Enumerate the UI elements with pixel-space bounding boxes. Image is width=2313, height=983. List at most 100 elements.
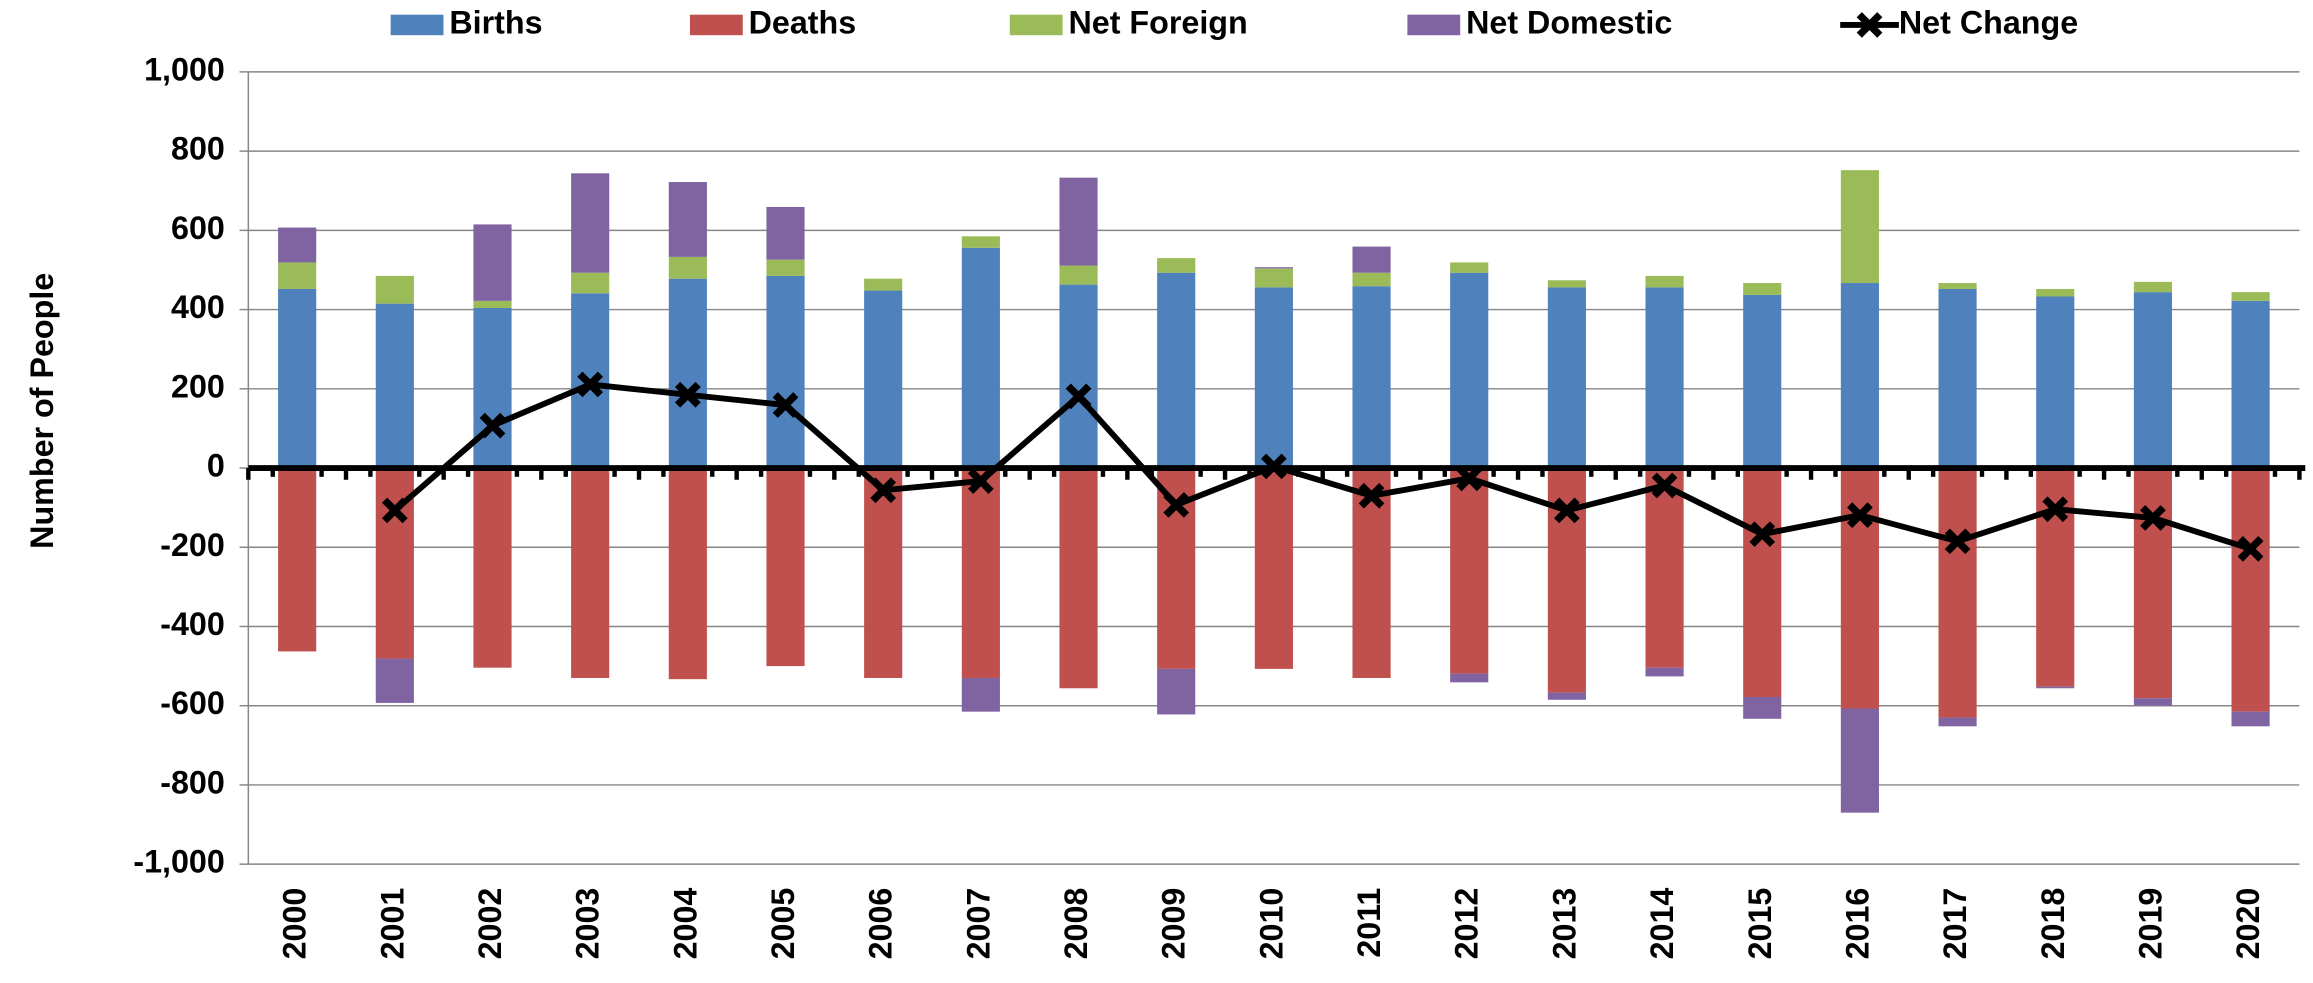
legend-swatch (390, 14, 444, 36)
bar (1157, 668, 1196, 715)
bar (1450, 673, 1489, 683)
bar (2231, 468, 2270, 712)
x-tick-label: 2014 (1644, 888, 1680, 960)
bar (571, 173, 610, 273)
bar (1938, 717, 1977, 727)
bar (1254, 287, 1293, 469)
bar (1645, 275, 1684, 288)
bar (375, 275, 414, 304)
x-tick-label: 2006 (863, 888, 899, 960)
bar (1059, 265, 1098, 285)
bar (1743, 696, 1782, 719)
x-tick-label: 2020 (2230, 888, 2266, 960)
marker (1944, 528, 1971, 555)
x-tick-label: 2010 (1253, 888, 1289, 960)
bar (1254, 267, 1293, 269)
marker (2237, 535, 2264, 562)
bar (1547, 468, 1586, 693)
bar (473, 307, 512, 469)
bar (1450, 468, 1489, 674)
bar (278, 288, 317, 469)
bar (1938, 288, 1977, 469)
bar (766, 468, 805, 667)
marker (1456, 465, 1483, 492)
bar (1059, 284, 1098, 469)
bar (961, 677, 1000, 712)
bar (668, 256, 707, 279)
bar (1645, 287, 1684, 469)
line (392, 381, 2252, 552)
legend-swatch (1407, 14, 1461, 36)
bar (2036, 468, 2075, 687)
marker (1651, 472, 1678, 499)
bar (2231, 300, 2270, 469)
bar (278, 262, 317, 289)
bar (473, 224, 512, 301)
x-tick-label: 2015 (1742, 888, 1778, 960)
x-tick-label: 2019 (2132, 888, 2168, 960)
y-tick-label: 800 (171, 131, 225, 167)
x-tick-label: 2009 (1156, 888, 1192, 960)
bar (961, 468, 1000, 678)
bar (473, 468, 512, 668)
y-axis-label: Number of People (24, 273, 60, 549)
x-tick-label: 2013 (1546, 888, 1582, 960)
marker (1261, 453, 1287, 480)
y-tick-label: 600 (171, 210, 225, 246)
bar (2231, 292, 2270, 301)
marker (1554, 497, 1580, 524)
marker (772, 392, 799, 418)
marker (1847, 502, 1873, 529)
bar (1352, 468, 1391, 678)
bar (375, 303, 414, 469)
y-tick-label: 1,000 (144, 51, 225, 87)
bar (668, 468, 707, 680)
bar (1547, 280, 1586, 288)
marker (381, 497, 408, 524)
bar (1059, 468, 1098, 689)
x-tick-label: 2018 (2035, 888, 2071, 960)
x-tick-label: 2011 (1351, 888, 1387, 958)
bar (375, 658, 414, 703)
marker (1749, 521, 1776, 548)
bar (2133, 292, 2172, 469)
bar (1352, 246, 1391, 273)
bar (1840, 708, 1879, 813)
bar (668, 278, 707, 469)
bar (2036, 288, 2075, 297)
bar (278, 227, 317, 263)
bar (864, 468, 903, 678)
marker (2140, 505, 2166, 531)
marker (2042, 496, 2069, 523)
x-tick-label: 2000 (277, 888, 313, 960)
bar (1059, 177, 1098, 266)
bar (278, 468, 317, 652)
bar (1645, 468, 1684, 668)
bar (864, 278, 903, 291)
bar (1840, 283, 1879, 469)
legend-label: Net Foreign (1068, 4, 1247, 40)
x-tick-label: 2003 (570, 888, 606, 960)
bar (2133, 698, 2172, 706)
y-tick-label: -200 (160, 527, 225, 563)
legend-label: Net Domestic (1466, 4, 1672, 40)
bar (2133, 281, 2172, 293)
bar (1547, 692, 1586, 700)
marker (577, 371, 604, 398)
bar (1352, 272, 1391, 287)
marker (1358, 482, 1385, 509)
y-tick-label: -600 (160, 685, 225, 721)
x-tick-label: 2001 (374, 888, 410, 960)
legend-label: Births (449, 4, 542, 40)
legend-swatch (1009, 14, 1063, 36)
marker (1163, 492, 1190, 518)
bar (864, 290, 903, 469)
bar (1743, 294, 1782, 469)
bar (1254, 468, 1293, 669)
bar (1352, 286, 1391, 469)
x-tick-label: 2008 (1058, 888, 1094, 960)
bar (766, 259, 805, 276)
legend-swatch (689, 14, 743, 36)
